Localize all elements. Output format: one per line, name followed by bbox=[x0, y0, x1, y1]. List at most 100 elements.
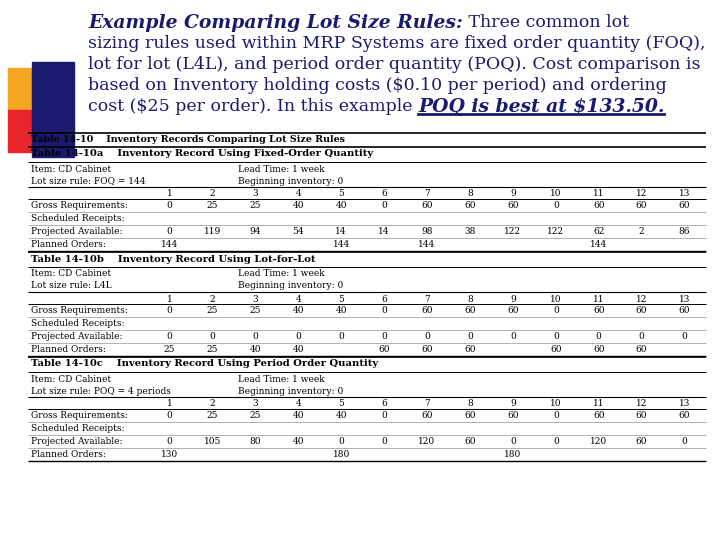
Text: Example Comparing Lot Size Rules:: Example Comparing Lot Size Rules: bbox=[88, 14, 463, 32]
Text: Lot size rule: L4L: Lot size rule: L4L bbox=[31, 281, 112, 291]
Text: 60: 60 bbox=[421, 411, 433, 420]
Text: 0: 0 bbox=[510, 437, 516, 446]
Text: 120: 120 bbox=[590, 437, 607, 446]
Text: Projected Available:: Projected Available: bbox=[31, 227, 122, 236]
Text: 12: 12 bbox=[636, 294, 647, 303]
Text: 180: 180 bbox=[504, 450, 521, 459]
Text: 14: 14 bbox=[378, 227, 390, 236]
Text: 0: 0 bbox=[553, 437, 559, 446]
Text: 13: 13 bbox=[679, 294, 690, 303]
Text: 60: 60 bbox=[636, 345, 647, 354]
Text: Gross Requirements:: Gross Requirements: bbox=[31, 411, 128, 420]
Text: 0: 0 bbox=[510, 332, 516, 341]
Text: 60: 60 bbox=[507, 306, 518, 315]
Text: 25: 25 bbox=[250, 411, 261, 420]
Text: Table 14-10c    Inventory Record Using Period Order Quantity: Table 14-10c Inventory Record Using Peri… bbox=[31, 360, 378, 368]
Text: 0: 0 bbox=[253, 332, 258, 341]
Text: Lot size rule: POQ = 4 periods: Lot size rule: POQ = 4 periods bbox=[31, 387, 171, 395]
Text: 6: 6 bbox=[381, 400, 387, 408]
Text: 25: 25 bbox=[250, 306, 261, 315]
Text: 12: 12 bbox=[636, 400, 647, 408]
Text: 60: 60 bbox=[593, 345, 605, 354]
Text: 60: 60 bbox=[593, 411, 605, 420]
Text: 3: 3 bbox=[253, 190, 258, 199]
Text: 7: 7 bbox=[424, 294, 430, 303]
Text: 144: 144 bbox=[161, 240, 178, 249]
Text: 60: 60 bbox=[421, 306, 433, 315]
Text: 2: 2 bbox=[210, 190, 215, 199]
Text: 0: 0 bbox=[596, 332, 602, 341]
Text: 13: 13 bbox=[679, 400, 690, 408]
Text: 60: 60 bbox=[464, 306, 476, 315]
Text: Beginning inventory: 0: Beginning inventory: 0 bbox=[238, 387, 343, 395]
Text: 60: 60 bbox=[593, 306, 605, 315]
Text: 86: 86 bbox=[679, 227, 690, 236]
Text: Gross Requirements:: Gross Requirements: bbox=[31, 201, 128, 210]
Text: 12: 12 bbox=[636, 190, 647, 199]
Text: 130: 130 bbox=[161, 450, 178, 459]
Text: Planned Orders:: Planned Orders: bbox=[31, 240, 106, 249]
Text: 40: 40 bbox=[336, 306, 347, 315]
Text: 10: 10 bbox=[550, 400, 562, 408]
Text: 60: 60 bbox=[636, 411, 647, 420]
Text: 0: 0 bbox=[166, 306, 172, 315]
Text: 5: 5 bbox=[338, 190, 344, 199]
Text: POQ is best at $133.50.: POQ is best at $133.50. bbox=[418, 98, 665, 116]
Text: 10: 10 bbox=[550, 294, 562, 303]
Text: 105: 105 bbox=[204, 437, 221, 446]
Text: 2: 2 bbox=[210, 400, 215, 408]
Text: Lead Time: 1 week: Lead Time: 1 week bbox=[238, 165, 325, 173]
Text: 40: 40 bbox=[336, 411, 347, 420]
Text: 25: 25 bbox=[207, 411, 218, 420]
Text: 10: 10 bbox=[550, 190, 562, 199]
Text: 0: 0 bbox=[381, 332, 387, 341]
Text: 0: 0 bbox=[381, 201, 387, 210]
Text: 122: 122 bbox=[547, 227, 564, 236]
Text: 11: 11 bbox=[593, 400, 605, 408]
Text: 25: 25 bbox=[207, 201, 218, 210]
Text: 13: 13 bbox=[679, 190, 690, 199]
Text: 0: 0 bbox=[424, 332, 430, 341]
Text: 120: 120 bbox=[418, 437, 436, 446]
Text: 60: 60 bbox=[464, 201, 476, 210]
Text: 4: 4 bbox=[295, 190, 301, 199]
Text: 80: 80 bbox=[250, 437, 261, 446]
Text: Table 14-10a    Inventory Record Using Fixed-Order Quantity: Table 14-10a Inventory Record Using Fixe… bbox=[31, 150, 373, 159]
Text: 1: 1 bbox=[166, 294, 172, 303]
Text: Scheduled Receipts:: Scheduled Receipts: bbox=[31, 214, 125, 223]
Text: 60: 60 bbox=[464, 345, 476, 354]
Text: 60: 60 bbox=[464, 411, 476, 420]
Text: 60: 60 bbox=[593, 201, 605, 210]
Text: 0: 0 bbox=[553, 201, 559, 210]
Text: 60: 60 bbox=[636, 306, 647, 315]
Text: 62: 62 bbox=[593, 227, 604, 236]
Text: 9: 9 bbox=[510, 190, 516, 199]
Text: 0: 0 bbox=[553, 411, 559, 420]
Text: 8: 8 bbox=[467, 400, 473, 408]
Text: 40: 40 bbox=[292, 345, 304, 354]
Text: 0: 0 bbox=[166, 411, 172, 420]
Text: 60: 60 bbox=[507, 201, 518, 210]
Text: 0: 0 bbox=[381, 437, 387, 446]
Text: 0: 0 bbox=[381, 411, 387, 420]
Text: Three common lot: Three common lot bbox=[463, 14, 629, 31]
Bar bbox=[8, 68, 50, 110]
Text: based on Inventory holding costs ($0.10 per period) and ordering: based on Inventory holding costs ($0.10 … bbox=[88, 77, 667, 94]
Text: 0: 0 bbox=[639, 332, 644, 341]
Text: 40: 40 bbox=[336, 201, 347, 210]
Text: Lead Time: 1 week: Lead Time: 1 week bbox=[238, 269, 325, 279]
Text: Beginning inventory: 0: Beginning inventory: 0 bbox=[238, 281, 343, 291]
Text: 6: 6 bbox=[381, 294, 387, 303]
Bar bbox=[8, 110, 50, 152]
Text: 40: 40 bbox=[292, 201, 304, 210]
Text: 60: 60 bbox=[550, 345, 562, 354]
Text: 0: 0 bbox=[166, 437, 172, 446]
Text: 144: 144 bbox=[418, 240, 436, 249]
Text: 0: 0 bbox=[166, 332, 172, 341]
Text: 60: 60 bbox=[679, 411, 690, 420]
Text: 60: 60 bbox=[636, 437, 647, 446]
Text: 0: 0 bbox=[381, 306, 387, 315]
Text: Projected Available:: Projected Available: bbox=[31, 332, 122, 341]
Text: 0: 0 bbox=[166, 201, 172, 210]
Text: 25: 25 bbox=[250, 201, 261, 210]
